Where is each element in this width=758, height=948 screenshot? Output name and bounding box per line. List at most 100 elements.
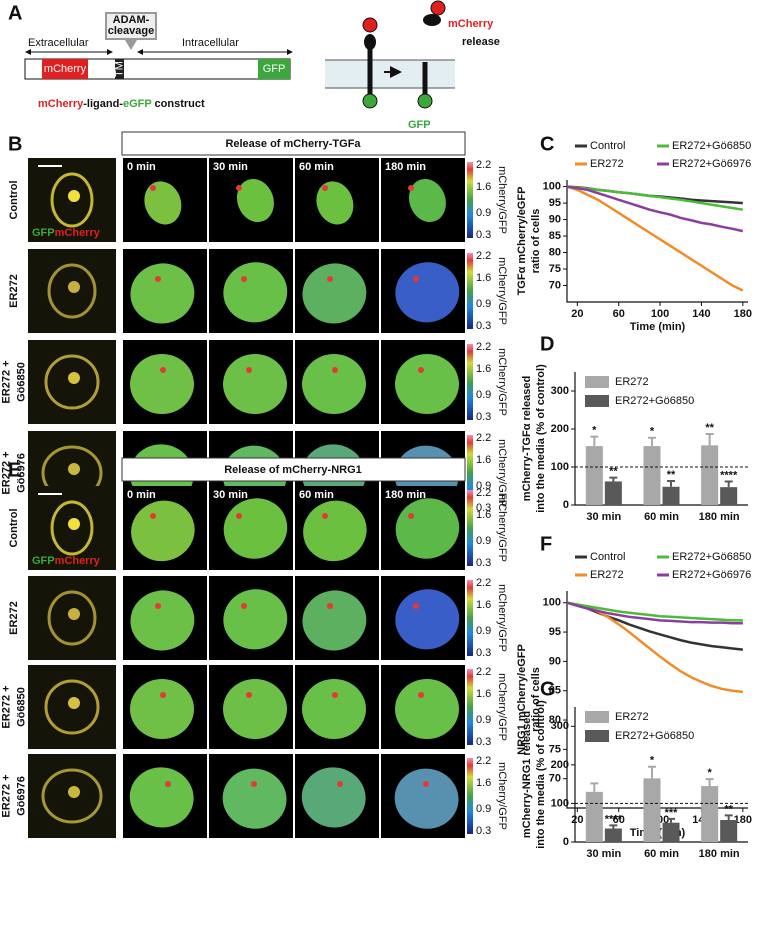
colorbar-label: mCherry/GFP bbox=[496, 439, 508, 507]
overlay-label: GFPmCherry bbox=[32, 555, 101, 567]
cell bbox=[236, 178, 274, 223]
bar bbox=[585, 791, 603, 842]
cell bbox=[302, 354, 366, 414]
significance: * bbox=[708, 767, 713, 779]
colorbar-tick: 2.2 bbox=[476, 250, 491, 262]
x-tick-label: 180 min bbox=[699, 848, 740, 860]
colorbar-label: mCherry/GFP bbox=[496, 762, 508, 830]
significance: * bbox=[650, 755, 655, 767]
colorbar-tick: 0.9 bbox=[476, 625, 491, 637]
cell bbox=[130, 263, 195, 324]
significance: ** bbox=[667, 469, 676, 481]
time-label: 0 min bbox=[127, 489, 156, 501]
colorbar-label: mCherry/GFP bbox=[496, 673, 508, 741]
colorbar-label: mCherry/GFP bbox=[496, 257, 508, 325]
legend-label: ER272+Gö6976 bbox=[672, 569, 751, 581]
x-tick-label: 20 bbox=[571, 814, 583, 826]
row-label: Gö6976 bbox=[15, 776, 27, 816]
cell bbox=[223, 679, 287, 739]
gfp bbox=[417, 93, 433, 109]
y-axis-label: ratio of cells bbox=[530, 667, 542, 732]
y-tick-label: 200 bbox=[551, 423, 569, 435]
colorbar-tick: 1.6 bbox=[476, 688, 491, 700]
colorbar-tick: 1.6 bbox=[476, 509, 491, 521]
spot bbox=[251, 781, 257, 787]
label: release bbox=[462, 36, 500, 48]
label: TM bbox=[113, 61, 125, 77]
y-tick-label: 80 bbox=[549, 714, 561, 726]
nucleus bbox=[68, 518, 80, 530]
series-line bbox=[566, 185, 744, 292]
cell bbox=[130, 679, 194, 739]
overlay-part: GFP bbox=[32, 227, 55, 239]
cell bbox=[223, 354, 287, 414]
colorbar-tick: 0.3 bbox=[476, 557, 491, 569]
caption-part: -ligand- bbox=[83, 98, 123, 110]
row-label: ER272 + bbox=[0, 360, 12, 403]
colorbar-tick: 0.9 bbox=[476, 714, 491, 726]
series-line bbox=[566, 185, 744, 211]
spot bbox=[423, 781, 429, 787]
cell bbox=[41, 768, 103, 824]
colorbar-tick: 0.9 bbox=[476, 803, 491, 815]
colorbar bbox=[467, 253, 473, 329]
cleavage-box bbox=[105, 12, 157, 40]
significance: * bbox=[592, 425, 597, 437]
x-tick-label: 60 min bbox=[644, 848, 679, 860]
colorbar-tick: 0.9 bbox=[476, 535, 491, 547]
cell bbox=[47, 590, 97, 646]
y-tick-label: 75 bbox=[549, 743, 561, 755]
label: Intracellular bbox=[182, 37, 239, 49]
legend-swatch bbox=[585, 376, 609, 388]
domain bbox=[258, 59, 290, 79]
colorbar-tick: 0.3 bbox=[476, 502, 491, 514]
axes bbox=[566, 180, 748, 303]
y-tick-label: 200 bbox=[551, 759, 569, 771]
x-tick-label: 20 bbox=[571, 308, 583, 320]
spot bbox=[327, 276, 333, 282]
spot bbox=[418, 692, 424, 698]
panel-letter: G bbox=[540, 678, 556, 700]
overlay-part: mCherry bbox=[55, 555, 101, 567]
legend-label: ER272+Gö6850 bbox=[672, 551, 751, 563]
spot bbox=[418, 367, 424, 373]
y-tick-label: 80 bbox=[549, 246, 561, 258]
x-tick-label: 100 bbox=[651, 308, 669, 320]
cell bbox=[302, 263, 367, 324]
nucleus bbox=[68, 697, 80, 709]
colorbar-tick: 0.3 bbox=[476, 229, 491, 241]
x-tick-label: 30 min bbox=[586, 511, 621, 523]
series-line bbox=[566, 601, 743, 622]
y-tick-label: 85 bbox=[549, 230, 561, 242]
error-bar bbox=[609, 824, 618, 829]
significance: **** bbox=[605, 813, 623, 825]
y-tick-label: 0 bbox=[563, 499, 569, 511]
overlay-label: GFPmCherry bbox=[32, 227, 101, 239]
cell bbox=[394, 768, 459, 829]
cell bbox=[44, 679, 100, 735]
domain bbox=[115, 59, 124, 79]
colorbar bbox=[467, 580, 473, 656]
colorbar bbox=[467, 435, 473, 511]
y-tick-label: 100 bbox=[551, 461, 569, 473]
row-label: Control bbox=[8, 180, 20, 219]
row-label: ER272 + bbox=[0, 774, 12, 817]
time-label: 30 min bbox=[213, 489, 248, 501]
bar bbox=[662, 486, 680, 505]
x-tick-label: 60 bbox=[613, 308, 625, 320]
spot bbox=[322, 185, 328, 191]
nucleus bbox=[68, 786, 80, 798]
label: mCherry bbox=[448, 18, 494, 30]
cell bbox=[301, 767, 366, 828]
error-bar bbox=[590, 782, 599, 792]
panel-letter: F bbox=[540, 533, 552, 555]
label: GFP bbox=[408, 119, 431, 131]
panel-title: Release of mCherry-NRG1 bbox=[224, 464, 362, 476]
y-tick-label: 70 bbox=[549, 773, 561, 785]
spot bbox=[322, 513, 328, 519]
legend-label: ER272+Gö6976 bbox=[672, 158, 751, 170]
label: ADAM- bbox=[113, 14, 150, 26]
bar bbox=[720, 820, 738, 842]
spot bbox=[155, 603, 161, 609]
nucleus bbox=[68, 372, 80, 384]
